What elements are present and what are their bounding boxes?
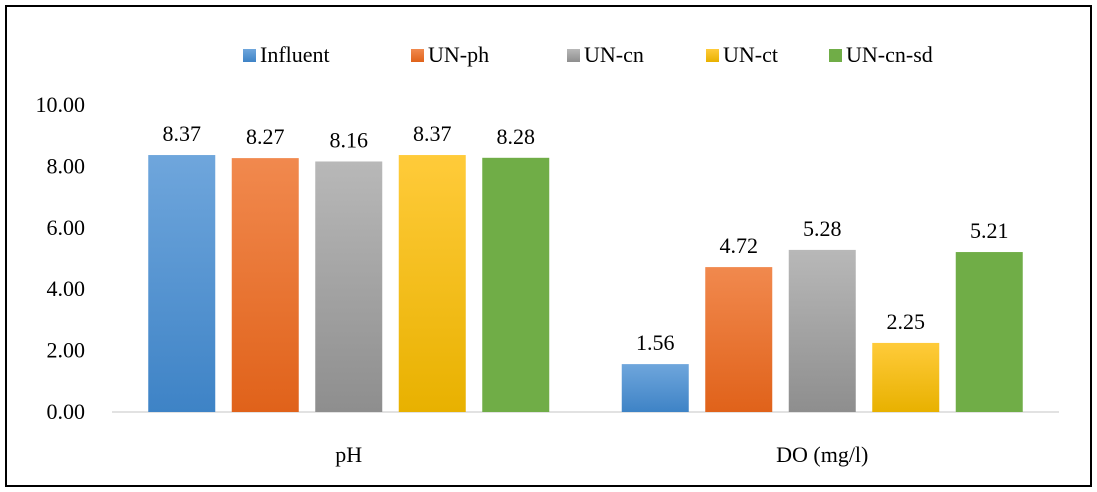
data-label-do-mg-l-un-ph: 4.72: [720, 233, 759, 258]
data-label-ph-un-cn-sd: 8.28: [497, 124, 536, 149]
legend-swatch-un-ph: [411, 49, 424, 62]
bar-ph-un-ph: [231, 158, 299, 412]
legend-swatch-un-cn: [567, 49, 580, 62]
bar-do-mg-l-un-cn-sd: [955, 252, 1023, 412]
legend-swatch-un-ct: [706, 49, 719, 62]
data-label-ph-un-cn: 8.16: [330, 127, 369, 152]
legend-label-un-cn-sd: UN-cn-sd: [846, 42, 933, 67]
y-tick-label: 8.00: [47, 153, 86, 178]
data-label-ph-un-ph: 8.27: [246, 124, 285, 149]
chart-frame: Influent UN-ph UN-cn UN-ct UN-cn-sd 0.00 2.00…: [5, 5, 1092, 487]
legend-swatch-influent: [243, 49, 256, 62]
y-tick-label: 4.00: [47, 276, 86, 301]
bar-group: [148, 155, 1023, 412]
data-labels: 8.37 8.27 8.16 8.37 8.28 1.56 4.72 5.28 2.25 5.21: [163, 121, 1009, 355]
data-label-do-mg-l-un-cn-sd: 5.21: [970, 218, 1009, 243]
legend-label-un-cn: UN-cn: [584, 42, 644, 67]
bar-ph-influent: [148, 155, 216, 412]
bar-do-mg-l-influent: [621, 364, 689, 412]
legend-label-influent: Influent: [260, 42, 330, 67]
legend-item-un-ct: UN-ct: [706, 42, 778, 67]
bar-ph-un-cn-sd: [482, 157, 550, 412]
y-tick-label: 10.00: [36, 92, 86, 117]
y-tick-label: 6.00: [47, 215, 86, 240]
bar-chart: Influent UN-ph UN-cn UN-ct UN-cn-sd 0.00 2.00…: [36, 42, 1059, 467]
bar-ph-un-ct: [398, 155, 466, 412]
y-tick-label: 2.00: [47, 338, 86, 363]
data-label-do-mg-l-un-ct: 2.25: [887, 309, 926, 334]
legend: Influent UN-ph UN-cn UN-ct UN-cn-sd: [243, 42, 933, 67]
x-axis-category-labels: pH DO (mg/l): [335, 442, 868, 467]
legend-label-un-ct: UN-ct: [723, 42, 778, 67]
bar-do-mg-l-un-ph: [705, 267, 773, 412]
bar-do-mg-l-un-cn: [788, 249, 856, 412]
bar-ph-un-cn: [315, 161, 383, 412]
y-axis-tick-labels: 0.00 2.00 4.00 6.00 8.00 10.00: [36, 92, 86, 424]
legend-item-un-cn: UN-cn: [567, 42, 644, 67]
data-label-ph-un-ct: 8.37: [413, 121, 452, 146]
legend-item-influent: Influent: [243, 42, 330, 67]
bar-do-mg-l-un-ct: [872, 342, 940, 412]
y-tick-label: 0.00: [47, 399, 86, 424]
x-category-label-do-mg-l: DO (mg/l): [776, 442, 868, 467]
legend-swatch-un-cn-sd: [829, 49, 842, 62]
legend-label-un-ph: UN-ph: [428, 42, 489, 67]
legend-item-un-ph: UN-ph: [411, 42, 489, 67]
data-label-do-mg-l-influent: 1.56: [636, 330, 675, 355]
data-label-ph-influent: 8.37: [163, 121, 202, 146]
data-label-do-mg-l-un-cn: 5.28: [803, 216, 842, 241]
x-category-label-ph: pH: [335, 442, 362, 467]
legend-item-un-cn-sd: UN-cn-sd: [829, 42, 933, 67]
